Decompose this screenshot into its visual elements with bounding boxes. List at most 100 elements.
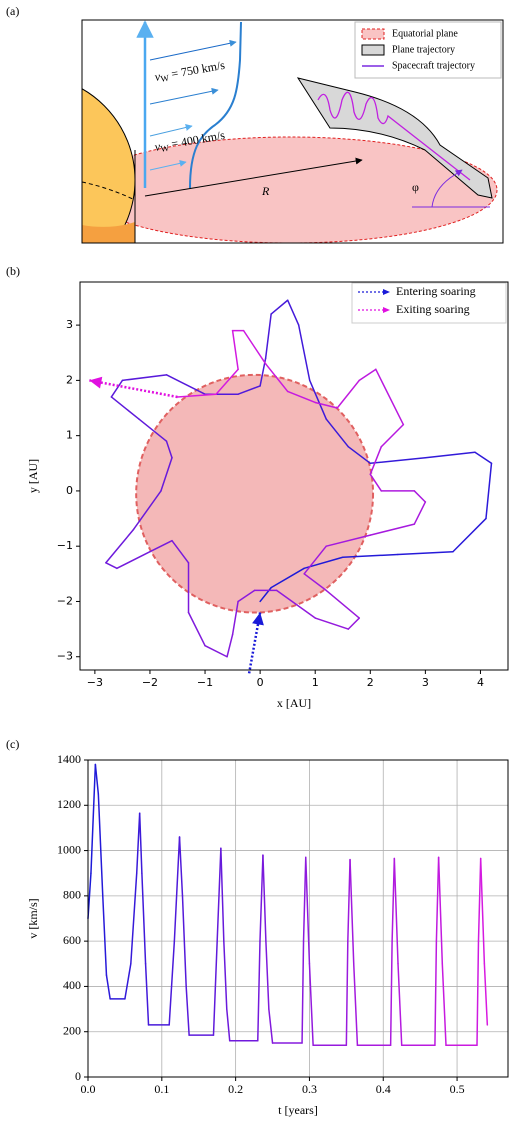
- legend-label: Equatorial plane: [392, 28, 458, 39]
- legend-arrow-head: [383, 307, 390, 313]
- trajectory-segment: [349, 858, 355, 965]
- x-axis-label: t [years]: [278, 1103, 318, 1117]
- trajectory-segment: [477, 857, 482, 942]
- angle-label: φ: [412, 180, 419, 194]
- trajectory-segment: [215, 368, 239, 395]
- trajectory-segment: [110, 396, 140, 420]
- trajectory-segment: [94, 763, 100, 795]
- y-tick-label: 600: [63, 933, 81, 947]
- trajectory-segment: [286, 299, 300, 326]
- trajectory-segment: [369, 457, 427, 465]
- sun-shade: [82, 222, 135, 243]
- arrow-head: [89, 376, 103, 389]
- legend-box: [351, 282, 507, 324]
- trajectory-segment: [437, 856, 444, 965]
- trajectory-segment: [262, 854, 267, 942]
- trajectory-segment: [303, 573, 327, 592]
- label-rest: = 750 km/s: [167, 58, 226, 82]
- trajectory-segment: [231, 329, 239, 371]
- radius-arrow: [144, 157, 363, 197]
- trajectory-segment: [181, 895, 187, 988]
- trajectory-segment: [176, 393, 217, 398]
- x-tick-label: 3: [422, 676, 429, 689]
- wind-label: vW = 750 km/s: [154, 58, 227, 85]
- y-tick-label: 800: [63, 888, 81, 902]
- symbol: v: [154, 69, 162, 84]
- x-tick-label: 0.3: [302, 1082, 317, 1096]
- trajectory-segment: [90, 763, 97, 874]
- y-tick-label: 3: [66, 318, 73, 331]
- trajectory-segment: [369, 473, 383, 492]
- trajectory-segment: [105, 974, 111, 1000]
- trajectory-segment: [237, 589, 256, 603]
- trajectory-segment: [308, 963, 314, 1047]
- trajectory-segment: [270, 299, 289, 315]
- trajectory-segment: [347, 445, 372, 465]
- wind-profile: [189, 21, 242, 189]
- soaring-arrow: [89, 379, 178, 399]
- diagram-shapes: [82, 88, 498, 243]
- y-tick-label: 1000: [57, 842, 81, 856]
- trajectory-segment: [303, 545, 327, 575]
- trajectory-segment: [325, 418, 350, 448]
- trajectory-segment: [110, 379, 124, 398]
- wind-arrow: [149, 124, 193, 137]
- trajectory-segment: [105, 528, 135, 564]
- x-tick-label: 0.5: [450, 1082, 465, 1096]
- x-tick-label: 0.2: [228, 1082, 243, 1096]
- x-axis-label: x [AU]: [277, 696, 311, 710]
- y-tick-label: −1: [57, 539, 73, 552]
- plot-frame: [79, 281, 509, 671]
- trajectory-segment: [187, 611, 206, 647]
- trajectory-segment: [336, 379, 361, 409]
- trajectory-segment: [479, 857, 486, 965]
- trajectory-segment: [173, 836, 181, 942]
- trajectory-segment: [297, 324, 311, 382]
- y-tick-label: 1: [66, 429, 73, 442]
- legend-label: Exiting soaring: [396, 302, 470, 316]
- trajectory-segment: [305, 856, 311, 965]
- trajectory-segment: [325, 534, 372, 547]
- trajectory-segment: [476, 940, 480, 1047]
- wind-arrow: [149, 159, 187, 171]
- legend-label: Spacecraft trajectory: [392, 60, 475, 71]
- trajectory-segment: [149, 539, 173, 553]
- sun-equator: [82, 181, 136, 201]
- trajectory-segment: [138, 812, 143, 874]
- trajectory-segment: [391, 857, 396, 942]
- y-tick-label: 200: [63, 1023, 81, 1037]
- trajectory-segment: [185, 985, 190, 1036]
- trajectory-segment: [341, 553, 399, 558]
- trajectory-segment: [375, 368, 405, 426]
- trajectory-segment: [264, 363, 289, 393]
- trajectory-segment: [413, 490, 427, 503]
- equatorial-plane: [135, 373, 375, 614]
- y-tick-label: 0: [66, 484, 73, 497]
- x-tick-label: 0: [257, 676, 264, 689]
- angle-arc: [431, 169, 463, 208]
- trajectory-segment: [441, 963, 447, 1047]
- trajectory-segment: [165, 440, 173, 459]
- trajectory-segment: [485, 462, 493, 520]
- trajectory-segment: [165, 374, 206, 395]
- trajectory-segment: [231, 600, 239, 636]
- legend-label: Plane trajectory: [392, 44, 455, 55]
- trajectory-segment: [270, 567, 305, 589]
- spacecraft-trajectory: [317, 91, 471, 181]
- trajectory-segment: [257, 940, 261, 1042]
- trajectory-segment: [102, 895, 108, 976]
- trajectory-segment: [314, 617, 350, 630]
- wind-arrow: [149, 39, 237, 61]
- panel-label: (c): [6, 737, 19, 751]
- trajectory-segment: [393, 857, 399, 965]
- y-axis-label: v [km/s]: [26, 898, 40, 938]
- panel-frame: [81, 19, 504, 244]
- y-tick-label: −3: [57, 650, 73, 663]
- x-tick-label: 4: [477, 676, 484, 689]
- trajectory-segment: [130, 872, 138, 965]
- trajectory-segment: [369, 445, 383, 476]
- trajectory-segment: [242, 329, 267, 365]
- trajectory-segment: [168, 940, 176, 1026]
- subscript: W: [160, 73, 171, 84]
